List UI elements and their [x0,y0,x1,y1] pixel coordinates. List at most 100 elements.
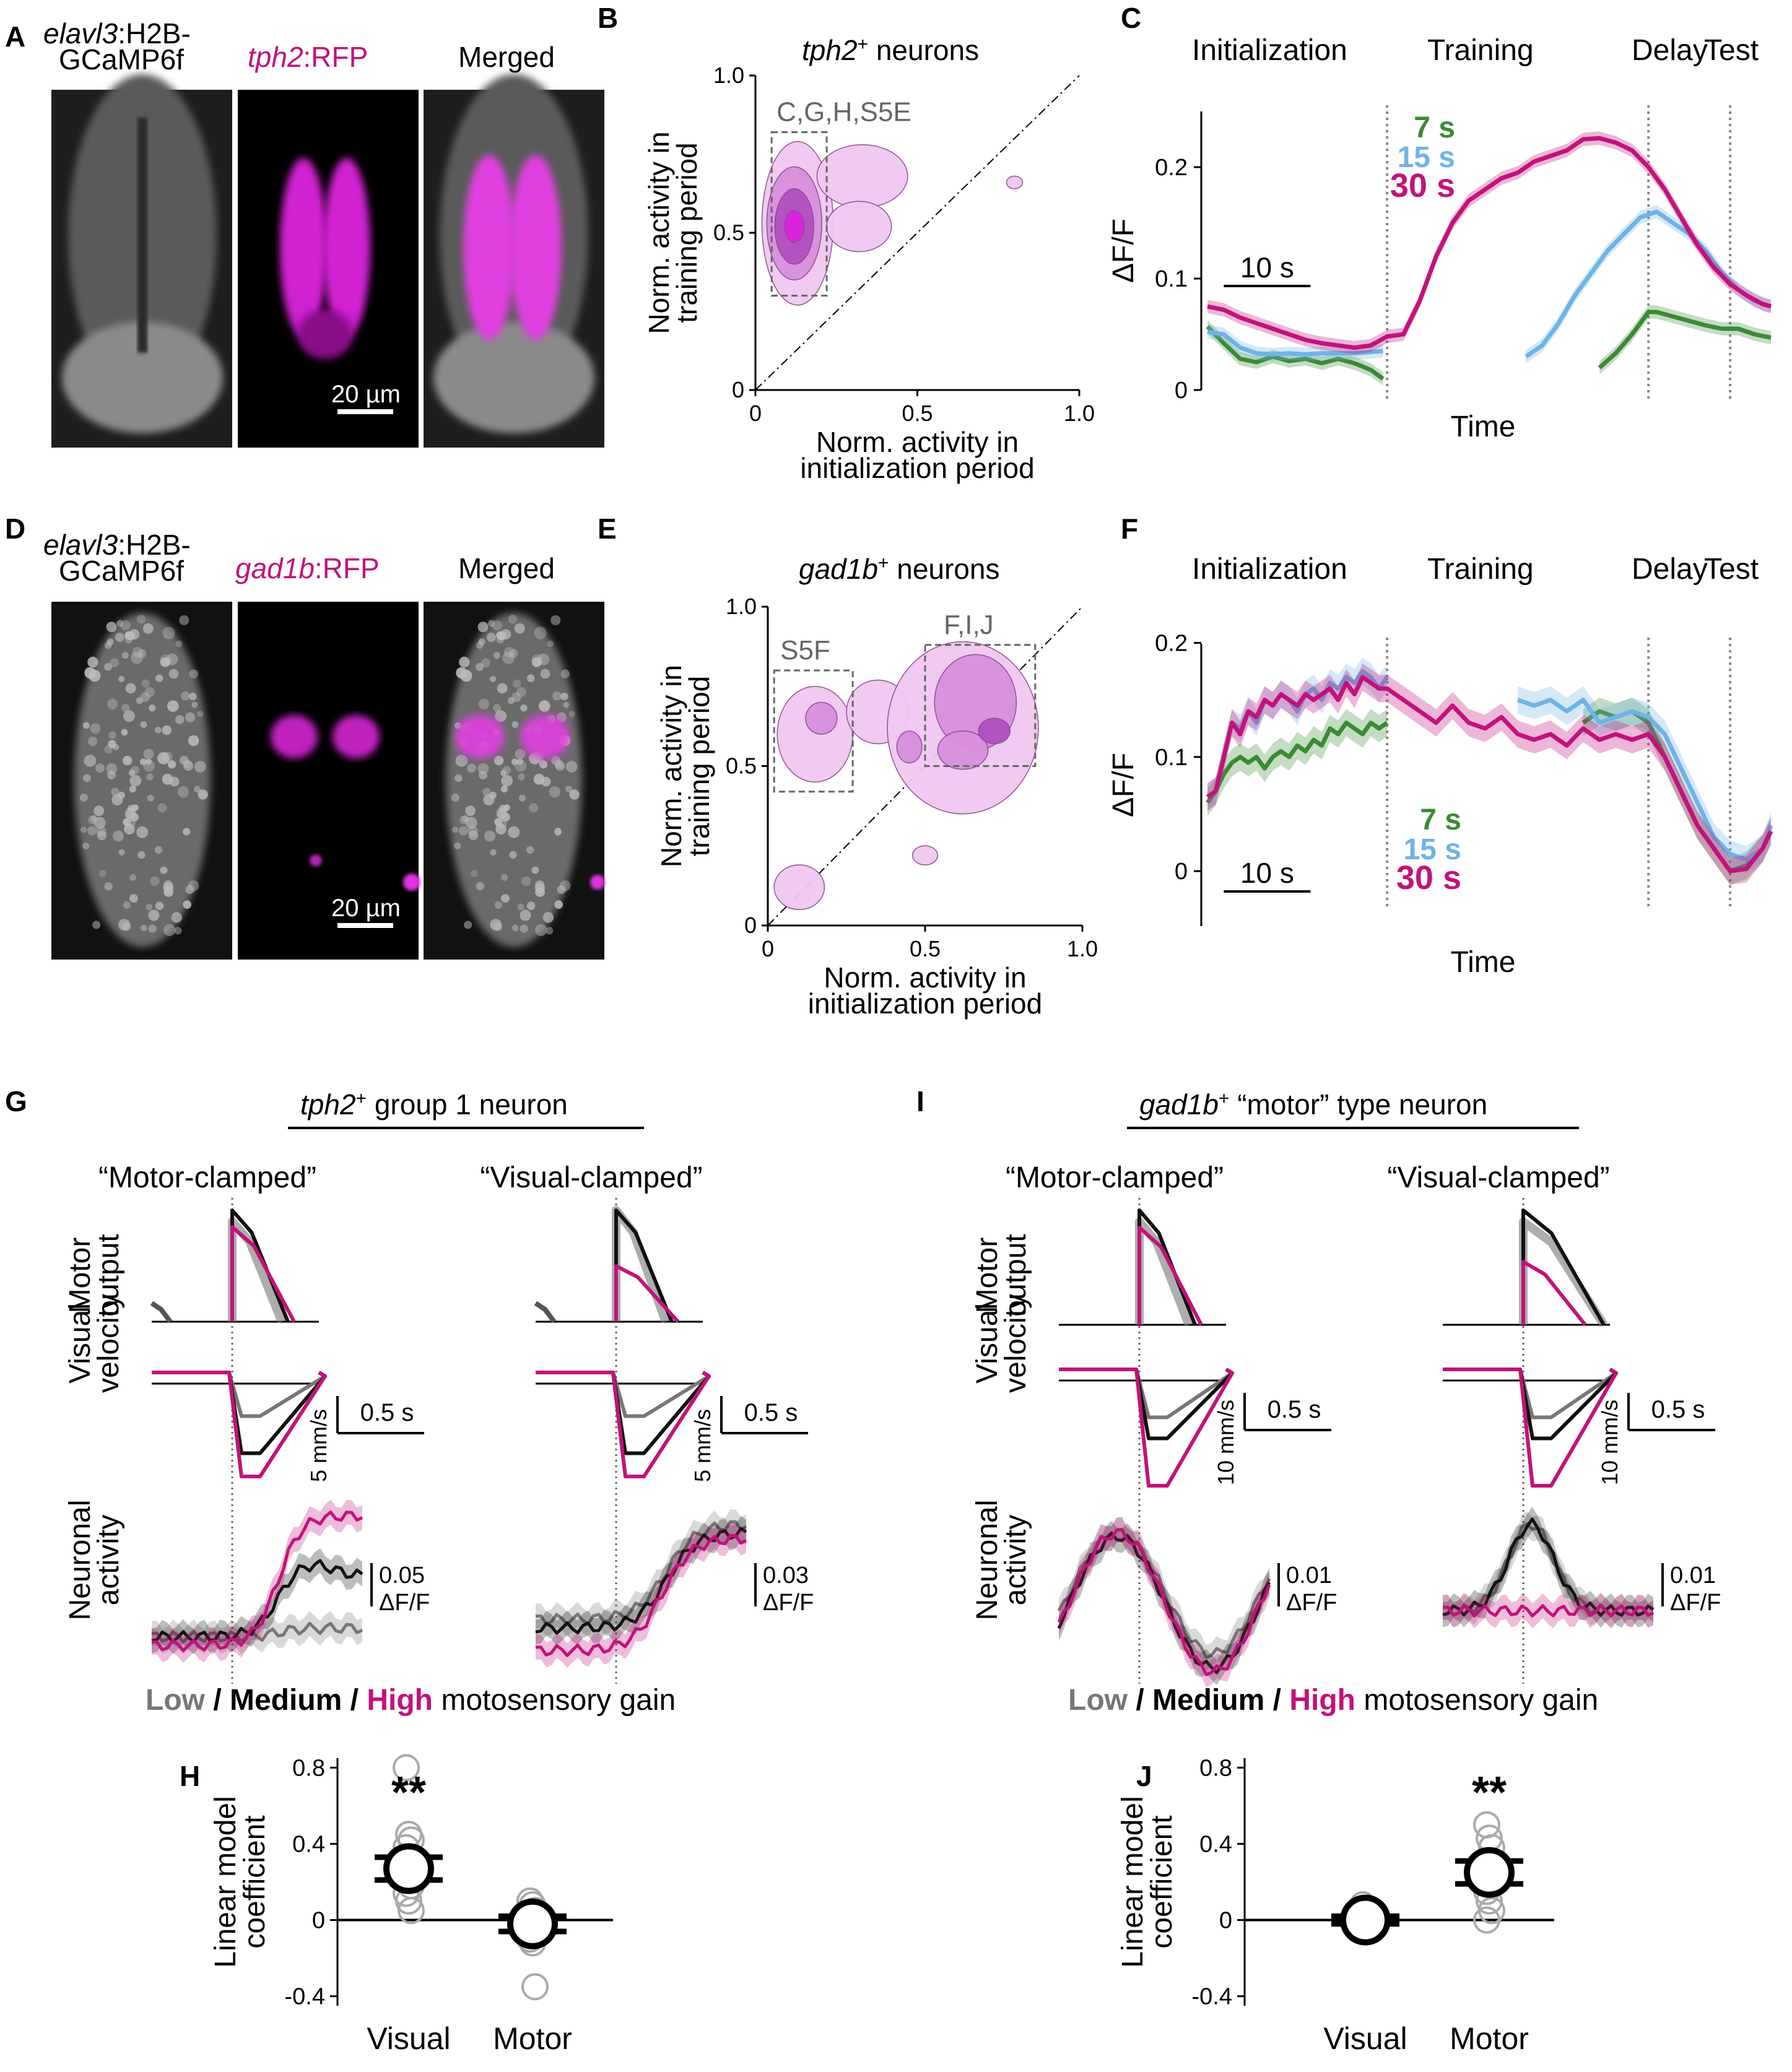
cell-nucleus [509,851,517,859]
cell-nucleus [501,774,513,787]
cell-nucleus [121,729,128,736]
cell-nucleus [189,669,198,678]
time-scalebar-label: 10 s [1240,857,1294,889]
panel-a-image-rfp: 20 µm [238,90,419,448]
motor-trace [1135,1217,1193,1327]
motor-trace [612,1206,670,1324]
identity-line [755,75,1080,391]
x-axis-label: Time [1451,410,1516,443]
cell-nucleus [143,748,154,760]
cell-nucleus [137,851,146,859]
cell-nucleus [569,789,580,800]
cell-nucleus [136,697,143,704]
cell-nucleus [162,725,172,735]
cell-nucleus [136,826,149,838]
cell-nucleus [546,927,554,935]
y-tick-label: -0.4 [1192,1984,1232,2010]
panel-g: G tph2+ group 1 neuron “Motor-clamped” “V… [5,1085,814,1684]
x-tick-label: 0.5 [902,401,933,426]
cell-nucleus [481,658,490,667]
density-contour [1006,175,1024,189]
y-axis-label: Norm. activity in [655,665,687,867]
cell-nucleus [136,614,146,624]
cell-nucleus [549,786,561,798]
row-label: Neuronal [971,1500,1004,1621]
cell-nucleus [162,626,175,639]
cell-nucleus [493,704,502,713]
y-tick-label: 0.2 [1155,155,1188,181]
time-scalebar-label: 0.5 s [744,1399,798,1426]
period-label: Training [1427,34,1534,67]
y-tick-label: 1.0 [713,63,744,88]
cell-nucleus [131,652,143,664]
panel-d: D elavl3:H2B- GCaMP6f gad1b:RFP Merged 2… [5,513,605,960]
period-label: Test [1704,34,1759,67]
cell-nucleus [464,921,472,929]
legend-entry: 30 s [1390,167,1455,204]
panel-e: E gad1b+ neurons 0 0.5 1.0 0 0.5 1.0 Norm. act… [598,513,1098,1020]
motor-trace [1519,1217,1607,1327]
cell-nucleus [554,828,562,836]
cell-nucleus [527,674,535,682]
cell-nucleus [124,817,136,829]
cell-nucleus [508,826,520,838]
series-line-30s [1206,675,1773,873]
motor-trace [534,1301,557,1324]
cell-nucleus [83,722,90,729]
y-tick-label: 0 [1175,378,1188,404]
cell-nucleus [494,755,504,766]
cell-nucleus [490,919,502,930]
cell-nucleus [171,912,183,923]
period-label: Test [1704,553,1759,586]
cell-nucleus [483,794,495,805]
cell-nucleus [479,771,488,780]
cell-nucleus [154,846,163,854]
cell-nucleus [511,758,518,765]
cell-nucleus [147,794,154,802]
cell-nucleus [517,903,524,911]
cell-nucleus [495,823,507,834]
time-scalebar-label: 0.5 s [1268,1396,1321,1423]
x-tick-label: 1.0 [1064,401,1095,426]
cell-nucleus [468,826,478,836]
density-contour [896,730,923,764]
cell-nucleus [123,818,131,826]
cell-nucleus [560,692,568,701]
cell-nucleus [493,652,500,659]
y-axis-label: Norm. activity in [643,131,675,334]
panel-letter-b: B [598,2,618,34]
panel-g-title: tph2+ group 1 neuron [300,1088,568,1121]
row-label: activity [999,1515,1032,1606]
category-label: Motor [493,2021,572,2056]
y-tick-label: 0.1 [1155,745,1188,771]
velocity-scalebar-label: 5 mm/s [690,1409,715,1482]
cell-nucleus [115,633,124,642]
cell-nucleus [111,794,123,805]
cell-nucleus [125,683,136,694]
selection-box-label: C,G,H,S5E [776,97,911,127]
series-line-15s [1517,698,1773,862]
panel-letter-g: G [5,1085,27,1117]
cell-nucleus [167,760,176,769]
cell-nucleus [87,656,98,668]
panel-a-image-gcamp [51,74,232,448]
cell-nucleus [124,631,133,640]
selection-box [773,669,854,793]
cell-nucleus [497,683,508,694]
density-contour [776,686,853,782]
cell-nucleus [118,849,125,856]
cell-nucleus [169,776,180,787]
cell-nucleus [145,758,152,765]
category-label: Visual [1323,2021,1407,2056]
legend-entry: 7 s [1414,111,1455,144]
velocity-trace [1059,1368,1234,1420]
cell-nucleus [495,710,507,722]
density-contour [826,201,892,253]
cell-nucleus [94,805,105,817]
x-axis-label: initialization period [808,987,1042,1020]
period-label: Initialization [1192,553,1347,586]
cell-nucleus [157,752,170,765]
panel-letter-h: H [180,1760,200,1792]
